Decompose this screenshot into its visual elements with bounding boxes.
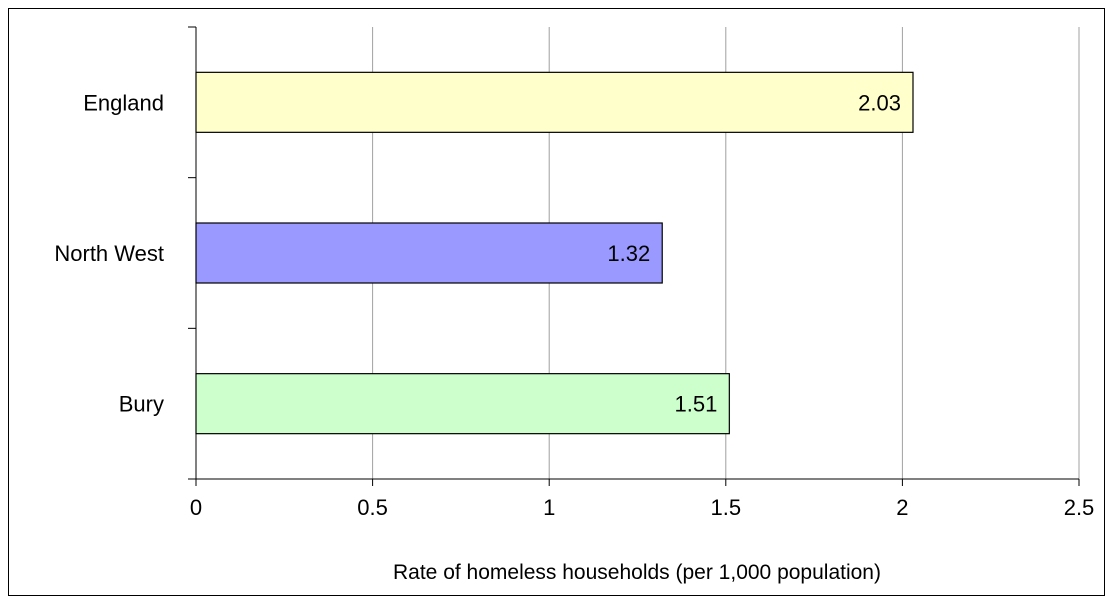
x-tick-label-3: 1.5 [711,495,742,520]
x-tick-label-2: 1 [543,495,555,520]
x-tick-label-4: 2 [896,495,908,520]
category-label-bury: Bury [119,392,164,417]
x-tick-label-1: 0.5 [357,495,388,520]
data-label-bury: 1.51 [675,392,718,417]
data-label-north-west: 1.32 [607,241,650,266]
category-label-england: England [83,90,164,115]
x-tick-label-5: 2.5 [1064,495,1095,520]
bar-north-west [196,223,662,283]
labels: 2.03 England 1.32 North West 1.51 Bury 0 0.5 1 1.… [54,90,1094,520]
bar-bury [196,374,729,434]
data-label-england: 2.03 [858,90,901,115]
x-tick-label-0: 0 [190,495,202,520]
category-label-north-west: North West [54,241,164,266]
bars [196,72,913,433]
x-axis-title: Rate of homeless households (per 1,000 p… [393,561,881,584]
bar-england [196,72,913,132]
